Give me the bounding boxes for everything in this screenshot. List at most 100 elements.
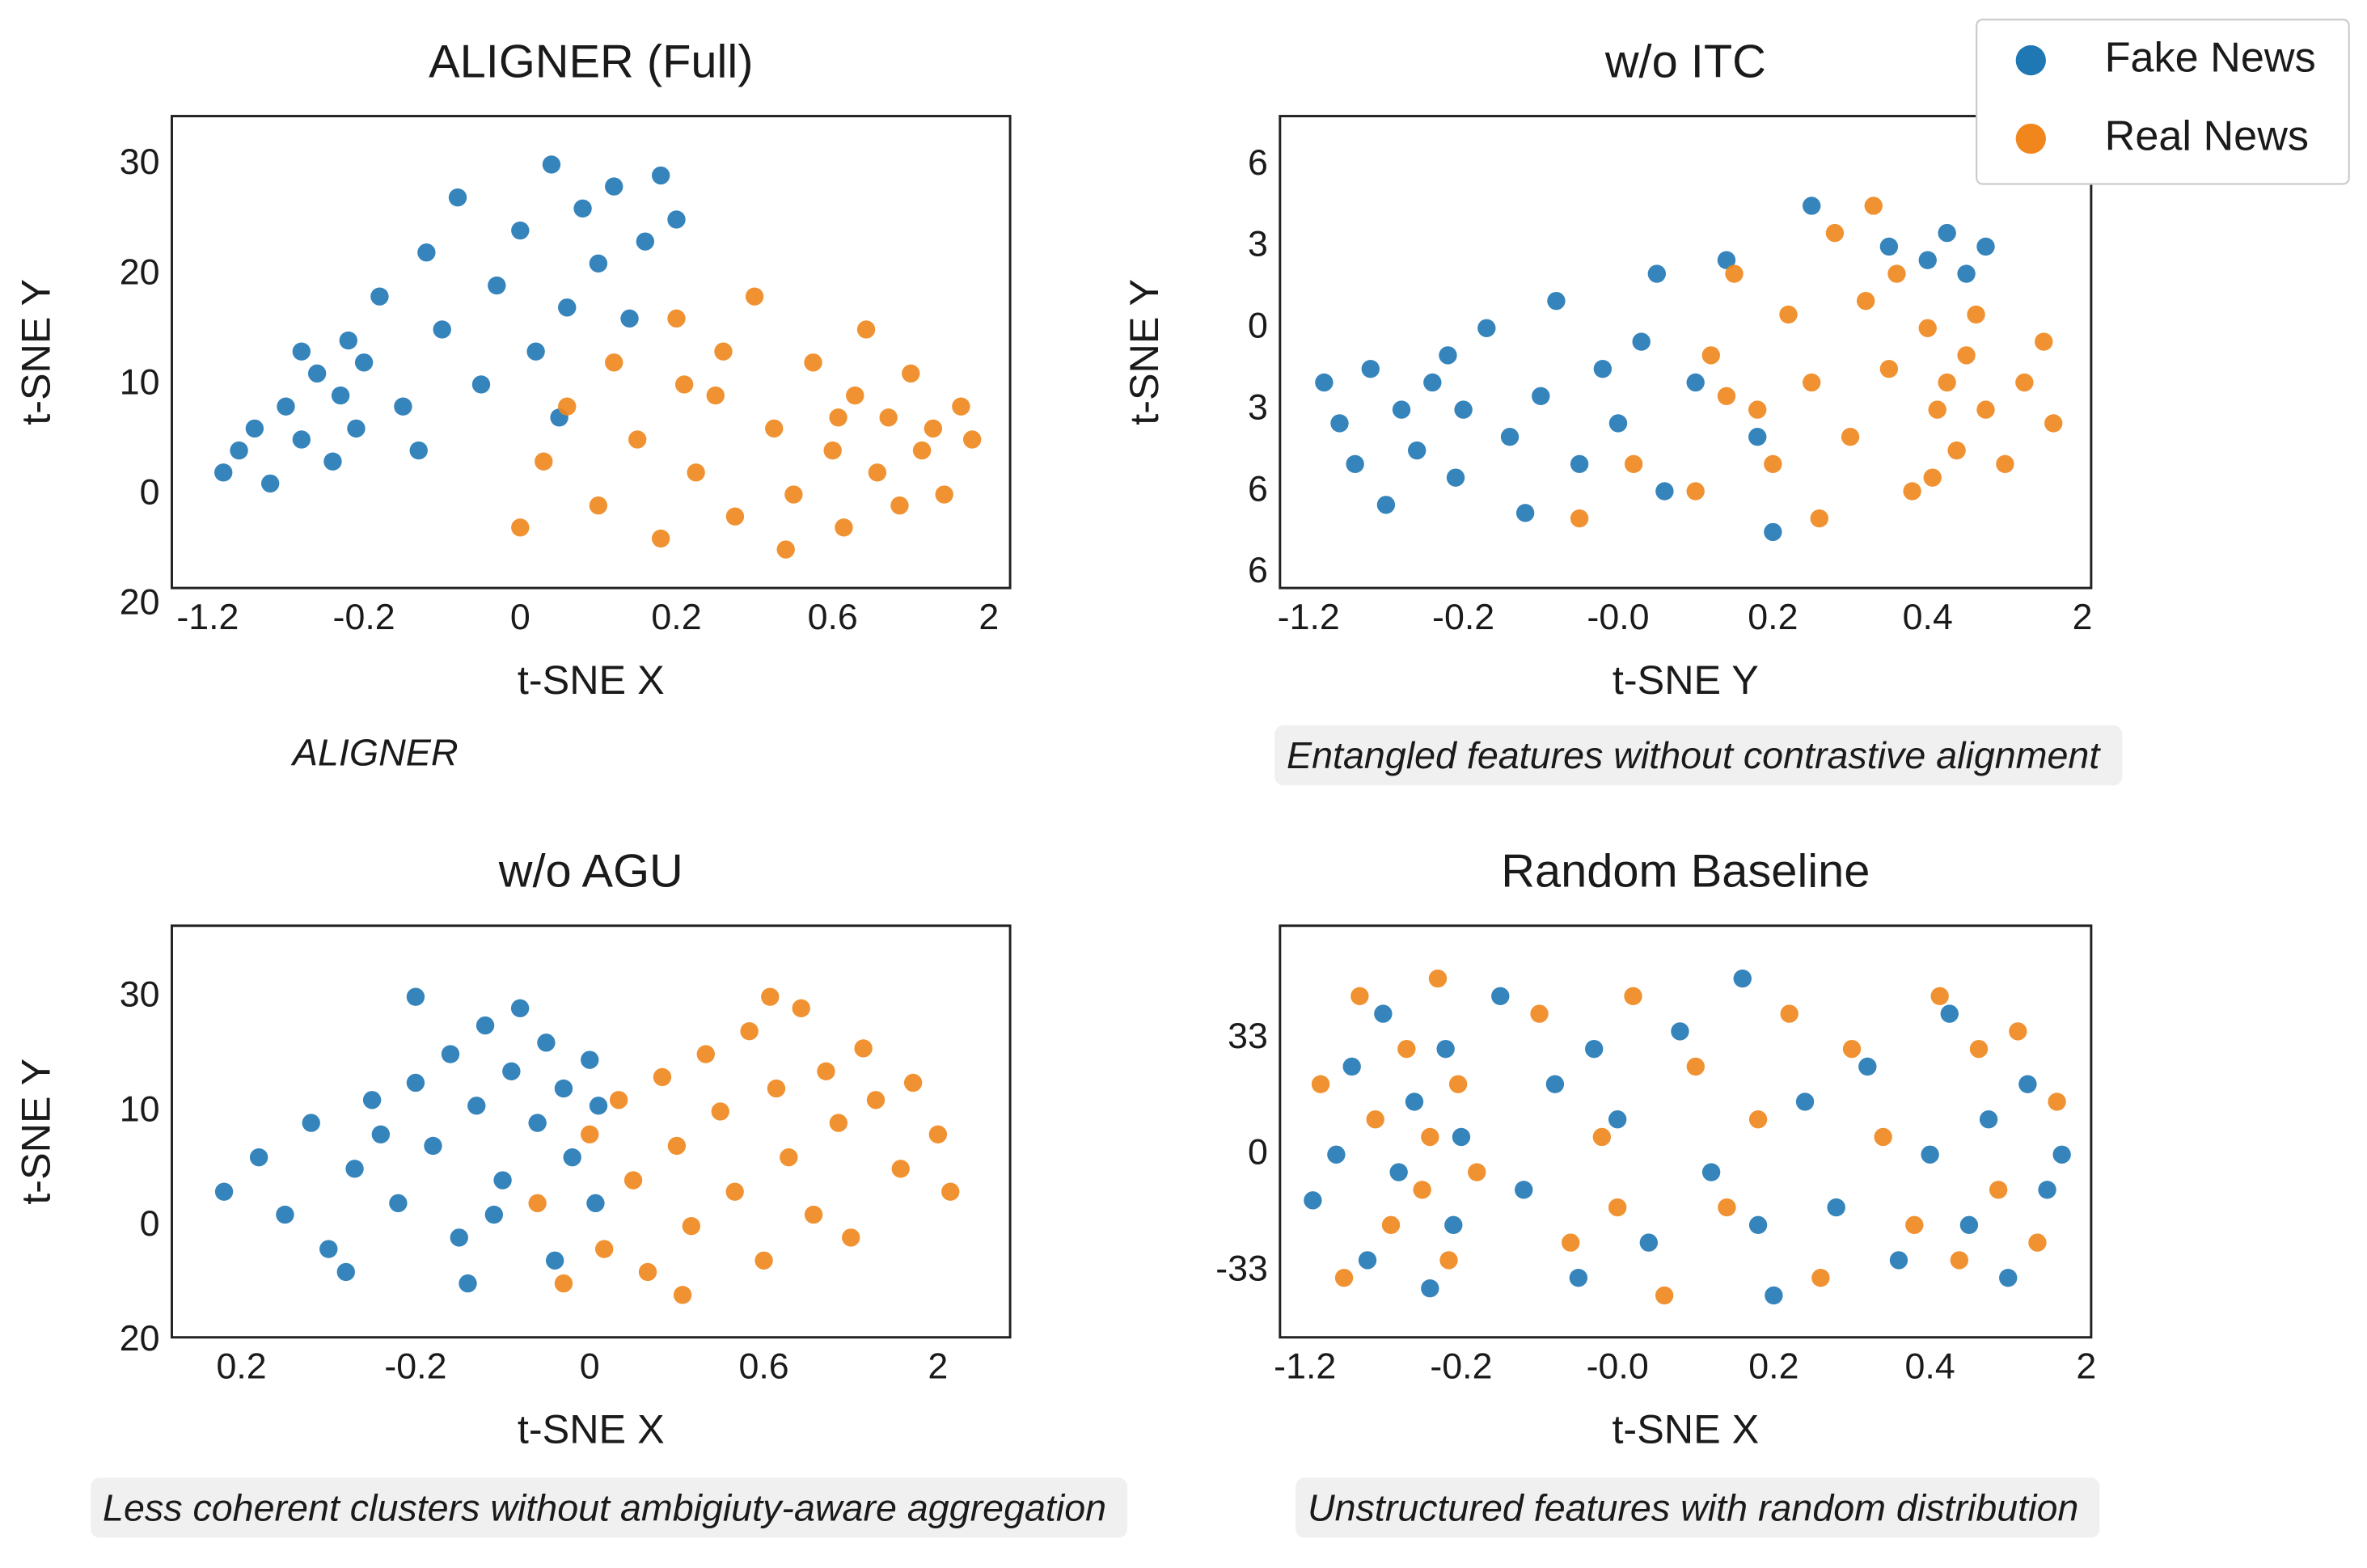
scatter-point bbox=[1967, 305, 1985, 324]
scatter-point bbox=[792, 999, 810, 1018]
scatter-point bbox=[1632, 332, 1651, 351]
scatter-point bbox=[1999, 1268, 2018, 1287]
scatter-point bbox=[1439, 346, 1457, 365]
scatter-point bbox=[1733, 969, 1752, 988]
scatter-point bbox=[1959, 1215, 1979, 1235]
scatter-point bbox=[829, 408, 847, 427]
scatter-point bbox=[230, 441, 248, 460]
scatter-point bbox=[725, 507, 745, 526]
scatter-point bbox=[1887, 264, 1906, 283]
scatter-point bbox=[1444, 1215, 1463, 1235]
legend-marker bbox=[2015, 44, 2046, 76]
scatter-point bbox=[528, 1194, 547, 1213]
x-tick-label: 2 bbox=[2076, 1346, 2096, 1387]
x-tick-label: -0.2 bbox=[1430, 1346, 1492, 1387]
scatter-point bbox=[1448, 1075, 1468, 1093]
scatter-point bbox=[1803, 197, 1821, 215]
x-tick-label: 0.6 bbox=[738, 1346, 788, 1387]
legend-label: Fake News bbox=[2105, 34, 2316, 81]
scatter-point bbox=[558, 397, 577, 416]
scatter-point bbox=[1389, 1163, 1408, 1181]
scatter-point bbox=[1957, 346, 1976, 365]
caption-group: Unstructured features with random distri… bbox=[1296, 1477, 2100, 1538]
scatter-point bbox=[542, 155, 561, 174]
scatter-point bbox=[1940, 1004, 1959, 1023]
scatter-point bbox=[1311, 1075, 1330, 1093]
x-axis-label: t-SNE X bbox=[518, 1405, 665, 1452]
caption: Less coherent clusters without ambigiuty… bbox=[103, 1486, 1106, 1528]
scatter-point bbox=[302, 1114, 320, 1132]
scatter-point bbox=[370, 287, 389, 306]
scatter-point bbox=[2035, 332, 2053, 351]
scatter-point bbox=[1585, 1039, 1604, 1059]
scatter-point bbox=[890, 496, 909, 515]
x-tick-label: -0.0 bbox=[1587, 597, 1649, 637]
scatter-point bbox=[1841, 428, 1860, 446]
scatter-point bbox=[605, 177, 623, 196]
legend-label: Real News bbox=[2105, 112, 2309, 159]
x-tick-label: 0.4 bbox=[1905, 1346, 1955, 1387]
scatter-point bbox=[1764, 522, 1782, 542]
scatter-point bbox=[674, 375, 694, 394]
scatter-point bbox=[935, 485, 953, 504]
scatter-point bbox=[835, 518, 853, 537]
scatter-point bbox=[1827, 1198, 1845, 1217]
scatter-point bbox=[609, 1091, 628, 1109]
scatter-point bbox=[868, 463, 887, 482]
scatter-point bbox=[2009, 1022, 2027, 1041]
scatter-point bbox=[589, 1097, 608, 1115]
y-tick-label: 0 bbox=[1248, 1132, 1268, 1173]
scatter-point bbox=[745, 287, 764, 306]
scatter-point bbox=[424, 1136, 442, 1156]
scatter-point bbox=[476, 1016, 495, 1035]
scatter-point bbox=[511, 518, 530, 537]
scatter-point bbox=[1545, 1075, 1565, 1093]
scatter-point bbox=[1515, 1181, 1533, 1199]
scatter-point bbox=[448, 188, 467, 207]
x-tick-label: 0.2 bbox=[1748, 1346, 1798, 1387]
scatter-point bbox=[1413, 1181, 1431, 1199]
x-tick-label: -1.2 bbox=[1278, 597, 1340, 637]
x-tick-label: -1.2 bbox=[1274, 1346, 1336, 1387]
scatter-point bbox=[682, 1217, 701, 1236]
scatter-point bbox=[2052, 1145, 2071, 1164]
scatter-point bbox=[1825, 223, 1845, 243]
scatter-point bbox=[1950, 1251, 1969, 1270]
y-tick-label: 20 bbox=[120, 581, 160, 622]
scatter-point bbox=[554, 1079, 573, 1098]
scatter-point bbox=[1979, 1110, 1998, 1129]
scatter-point bbox=[1686, 1057, 1705, 1076]
scatter-point bbox=[563, 1147, 581, 1167]
scatter-point bbox=[433, 320, 451, 339]
scatter-point bbox=[754, 1251, 773, 1270]
scatter-point bbox=[1593, 359, 1613, 378]
scatter-point bbox=[1569, 1268, 1588, 1287]
scatter-point bbox=[406, 1073, 425, 1093]
scatter-point bbox=[1976, 400, 1995, 419]
x-tick-label: -0.2 bbox=[333, 597, 395, 637]
scatter-point bbox=[1530, 1004, 1549, 1023]
x-tick-label: 0 bbox=[510, 597, 530, 637]
caption: Unstructured features with random distri… bbox=[1308, 1486, 2078, 1528]
scatter-point bbox=[545, 1251, 564, 1270]
scatter-point bbox=[928, 1125, 948, 1143]
scatter-point bbox=[511, 221, 530, 240]
caption-background bbox=[1274, 725, 2123, 786]
scatter-point bbox=[1570, 509, 1589, 528]
y-tick-label: 0 bbox=[140, 1203, 160, 1244]
scatter-point bbox=[371, 1125, 391, 1143]
scatter-point bbox=[1421, 1127, 1439, 1147]
scatter-point bbox=[854, 1039, 873, 1058]
scatter-point bbox=[1930, 987, 1949, 1006]
scatter-point bbox=[1392, 400, 1411, 419]
scatter-point bbox=[673, 1286, 692, 1304]
scatter-point bbox=[406, 987, 425, 1006]
x-axis-label: t-SNE X bbox=[518, 657, 665, 703]
scatter-point bbox=[605, 353, 623, 372]
scatter-point bbox=[1717, 251, 1736, 269]
scatter-point bbox=[459, 1274, 477, 1293]
scatter-point bbox=[1366, 1110, 1384, 1129]
scatter-point bbox=[1810, 509, 1828, 528]
scatter-point bbox=[1408, 441, 1427, 460]
scatter-point bbox=[767, 1079, 786, 1098]
